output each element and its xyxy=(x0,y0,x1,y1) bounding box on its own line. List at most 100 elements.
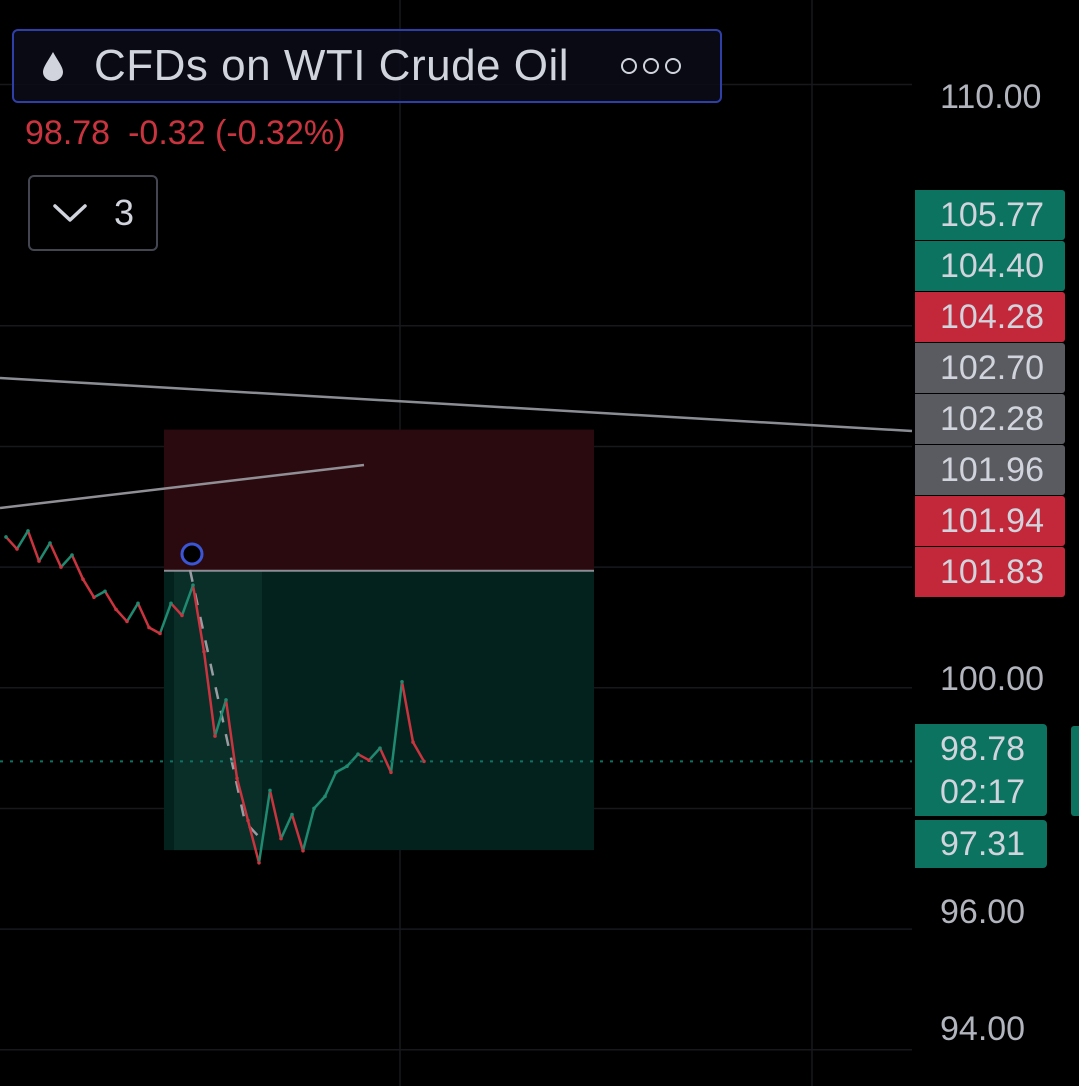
data-point xyxy=(114,607,118,612)
data-point xyxy=(389,770,393,775)
price-tag: 104.40 xyxy=(915,241,1065,291)
series-segment xyxy=(191,585,206,652)
data-point xyxy=(235,776,239,781)
series-segment xyxy=(246,820,261,864)
series-segment xyxy=(411,741,426,763)
series-segment xyxy=(37,542,52,562)
series-segment xyxy=(301,808,316,852)
data-point xyxy=(15,547,19,551)
data-point xyxy=(356,752,360,756)
series-segment xyxy=(148,626,161,635)
data-point xyxy=(301,848,305,853)
series-segment xyxy=(257,790,272,863)
series-segment xyxy=(389,681,404,773)
axis-tick-label: 96.00 xyxy=(940,893,1026,931)
price-tag: 101.96 xyxy=(915,445,1065,495)
series-segment xyxy=(213,699,228,737)
series-segment xyxy=(170,602,183,617)
low-price-tag: 97.31 xyxy=(915,820,1047,868)
scroll-handle[interactable] xyxy=(1071,726,1079,816)
last-price-tag-value: 98.78 xyxy=(940,730,1026,768)
data-point xyxy=(158,631,162,636)
data-point xyxy=(147,625,151,630)
data-point xyxy=(4,535,8,539)
series-segment xyxy=(103,590,118,611)
last-price-tag: 98.78 02:17 xyxy=(915,724,1047,816)
data-point xyxy=(279,836,283,841)
axis-tick-label: 100.00 xyxy=(940,660,1044,698)
series-segment xyxy=(368,747,381,762)
series-segment xyxy=(48,542,63,568)
symbol-header[interactable]: CFDs on WTI Crude Oil xyxy=(12,29,722,103)
take-profit-zone-filled xyxy=(174,570,262,851)
data-point xyxy=(103,589,107,594)
series-segment xyxy=(180,584,195,616)
data-point xyxy=(59,565,63,569)
price-tag: 105.77 xyxy=(915,190,1065,240)
series-segment xyxy=(400,681,415,743)
last-price: 98.78 xyxy=(25,114,111,152)
data-point xyxy=(422,759,426,764)
data-point xyxy=(224,698,228,702)
series-segment xyxy=(313,795,326,810)
series-segment xyxy=(26,530,41,562)
series-segment xyxy=(268,790,283,839)
price-series xyxy=(4,529,426,865)
data-point xyxy=(400,679,404,684)
series-segment xyxy=(125,602,140,623)
series-segment xyxy=(279,813,294,840)
symbol-name: CFDs on WTI Crude Oil xyxy=(94,41,570,90)
data-point xyxy=(92,595,96,600)
data-point xyxy=(202,649,206,654)
series-segment xyxy=(70,554,85,580)
data-point xyxy=(411,740,415,744)
price-tag: 102.28 xyxy=(915,394,1065,444)
data-point xyxy=(213,734,217,738)
series-segment xyxy=(5,536,18,550)
data-point xyxy=(48,541,52,545)
indicators-collapse-button[interactable]: 3 xyxy=(28,175,158,251)
series-segment xyxy=(224,699,239,779)
series-segment xyxy=(202,651,217,737)
axis-tick-label: 94.00 xyxy=(940,1010,1026,1048)
data-point xyxy=(37,559,41,563)
price-readout: 98.78 -0.32 (-0.32%) xyxy=(25,114,345,153)
series-segment xyxy=(323,771,338,797)
data-point xyxy=(257,860,261,865)
oil-drop-icon xyxy=(42,51,64,81)
data-point xyxy=(191,583,195,588)
series-segment xyxy=(290,814,305,852)
series-segment xyxy=(115,608,128,623)
data-point xyxy=(180,613,184,618)
data-point xyxy=(246,818,250,823)
data-point xyxy=(378,746,382,750)
series-segment xyxy=(93,590,106,599)
data-point xyxy=(268,788,272,793)
data-point xyxy=(334,770,338,775)
series-segment xyxy=(378,747,393,773)
price-tag: 101.83 xyxy=(915,547,1065,597)
data-point xyxy=(367,758,371,762)
bar-countdown: 02:17 xyxy=(940,773,1026,811)
anchor-point-marker xyxy=(180,542,204,566)
more-options-icon[interactable] xyxy=(621,58,682,74)
data-point xyxy=(345,764,349,769)
data-point xyxy=(136,601,140,606)
data-point xyxy=(70,553,74,557)
data-point xyxy=(323,794,327,799)
series-segment xyxy=(136,602,151,628)
series-segment xyxy=(335,765,348,774)
axis-tick-label: 110.00 xyxy=(940,78,1042,116)
data-point xyxy=(169,601,173,606)
price-change: -0.32 (-0.32%) xyxy=(128,114,346,152)
data-point xyxy=(125,619,129,624)
projection-path xyxy=(188,569,263,841)
trend-line-long xyxy=(0,376,913,433)
series-segment xyxy=(60,554,73,568)
price-tag: 104.28 xyxy=(915,292,1065,342)
price-tag: 101.94 xyxy=(915,496,1065,546)
data-point xyxy=(312,806,316,811)
stop-loss-zone xyxy=(164,429,594,571)
data-point xyxy=(81,577,85,581)
